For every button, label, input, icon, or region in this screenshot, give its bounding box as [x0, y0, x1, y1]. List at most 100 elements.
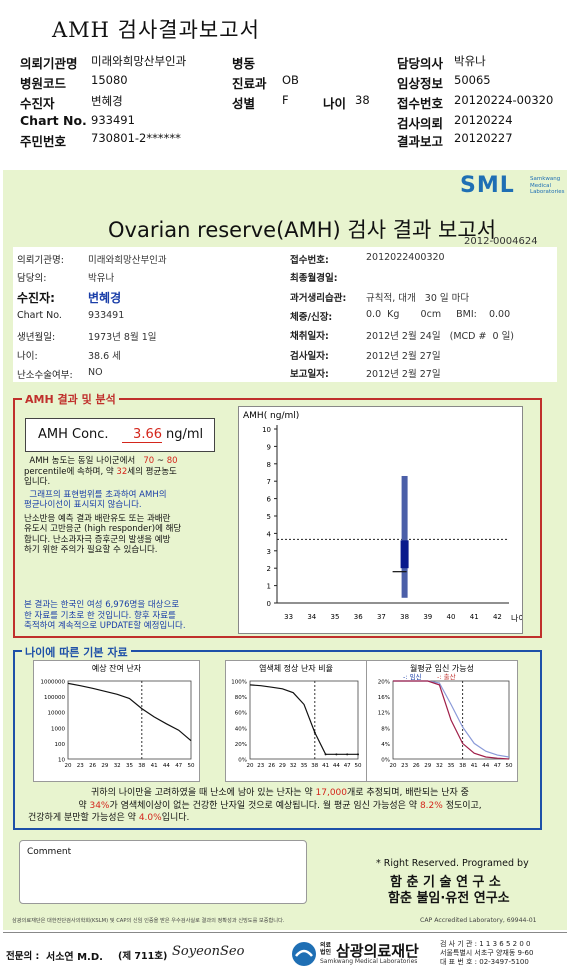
x-tick-label: 38	[311, 763, 318, 769]
data-point	[335, 753, 338, 756]
data-point	[313, 731, 316, 734]
summary-part: 정도이고,	[445, 800, 482, 811]
info-value: 2012년 2월 24일 (MCD # 0 일)	[366, 331, 515, 342]
contact-line: 서울특별시 서초구 양재동 9-60	[440, 949, 534, 957]
x-tick-label: 41	[322, 763, 329, 769]
data-source-note: 본 결과는 한국인 여성 6,976명을 대상으로 한 자료를 기초로 한 것입…	[24, 600, 239, 632]
x-tick-label: 26	[89, 763, 96, 769]
x-tick-label: 29	[424, 763, 431, 769]
header-label: 접수번호	[397, 96, 444, 111]
header-label: Chart No.	[20, 113, 87, 128]
x-tick-label: 29	[101, 763, 108, 769]
info-label: Chart No.	[17, 310, 62, 321]
y-tick-label: 0	[267, 600, 271, 608]
x-tick-label: 36	[354, 613, 363, 621]
x-tick-label: 41	[470, 613, 479, 621]
header-value: 미래와희망산부인과	[91, 54, 187, 68]
y-tick-label: 60%	[235, 711, 247, 717]
note-line: 한 자료를 기초로 한 것입니다. 향후 자료를	[24, 610, 176, 621]
info-value: 2012년 2월 27일	[366, 369, 441, 380]
info-label: 접수번호:	[290, 255, 329, 266]
analysis-line: 평균나이선이 표시되지 않습니다.	[24, 500, 142, 510]
info-value: 박유나	[88, 273, 115, 284]
x-tick-label: 47	[344, 763, 351, 769]
x-tick-label: 41	[471, 763, 478, 769]
header-label: 임상정보	[397, 76, 444, 91]
x-tick-label: 26	[413, 763, 420, 769]
y-tick-label: 8%	[381, 726, 390, 732]
x-tick-label: 38	[459, 763, 466, 769]
header-label: 결과보고	[397, 134, 444, 149]
normal-chromosome-chart-frame: 염색체 정상 난자 비율 100% 80% 60% 40% 20% 0% 20 23 26 29 32…	[225, 660, 367, 782]
y-tick-label: 100	[55, 742, 66, 748]
y-tick-label: 4	[267, 530, 272, 538]
series-line	[393, 680, 510, 760]
analysis-text: AMH 농도는 동일 나이군에서	[29, 456, 136, 466]
plot-frame	[249, 680, 359, 760]
header-label: 나이	[323, 96, 347, 111]
header-value: 박유나	[454, 54, 486, 68]
amh-analysis-text: AMH 농도는 동일 나이군에서 70 ~ 80 percentile에 속하며…	[24, 456, 239, 556]
header-value: 933491	[91, 113, 135, 127]
x-tick-label: 23	[77, 763, 84, 769]
x-axis-label: 나이	[511, 613, 522, 623]
summary-line: 약 34%가 염색체이상이 없는 건강한 난자일 것으로 예상됩니다. 월 평균…	[20, 800, 540, 813]
org-name-2: 함춘 불임·유전 연구소	[388, 891, 510, 906]
logo-sub-line: Laboratories	[530, 189, 565, 195]
y-tick-label: 80%	[235, 695, 247, 701]
y-tick-label: 10	[58, 758, 65, 764]
analysis-line: 합니다. 난소과자극 증후군의 발생을 예방	[24, 534, 171, 545]
analysis-text: ~	[156, 456, 165, 466]
chart-title: 월평균 임신 가능성	[410, 663, 474, 673]
y-tick-label: 20%	[378, 680, 390, 686]
header-value: 730801-2******	[91, 131, 181, 145]
x-tick-label: 32	[290, 763, 297, 769]
comment-label: Comment	[27, 847, 72, 857]
legend-birth: -: 출산	[437, 672, 456, 681]
info-value: 38.6 세	[88, 351, 121, 362]
y-tick-label: 1000000	[41, 680, 66, 686]
summary-text: 귀하의 나이만을 고려하였을 때 난소에 남아 있는 난자는 약 17,000개…	[20, 787, 540, 825]
summary-part: 입니다.	[161, 813, 190, 823]
doctor-label: 전문의 :	[6, 951, 40, 962]
x-tick-label: 47	[494, 763, 501, 769]
pregnancy-chance-chart: 월평균 임신 가능성 20% 16% 12% 8% 4% 0%20 23 26 29 32 35 38 4…	[378, 663, 513, 769]
report-title: Ovarian reserve(AMH) 검사 결과 보고서	[108, 218, 497, 242]
contact-line: 검 사 기 관 : 1 1 3 6 5 2 0 0	[440, 940, 531, 948]
amh-conc-box: AMH Conc. 3.66 ng/ml	[25, 418, 215, 452]
amh-result-box	[13, 398, 542, 638]
x-tick-label: 41	[151, 763, 158, 769]
foundation-contact: 검 사 기 관 : 1 1 3 6 5 2 0 0 서울특별시 서초구 양재동 …	[440, 940, 533, 967]
analysis-line: 난소반응 예측 결과 배란유도 또는 과배란	[24, 513, 171, 524]
header-value: 변혜경	[91, 94, 123, 108]
info-value: 미래와희망산부인과	[88, 255, 167, 266]
cap-accreditation: CAP Accredited Laboratory, 69944-01	[420, 917, 537, 924]
y-tick-label: 12%	[378, 711, 390, 717]
header-value: F	[282, 93, 289, 107]
accreditation-note: 삼광의료재단은 대한진단검사의학회(KSLM) 및 CAP의 신임 인증을 받은…	[12, 918, 285, 924]
sml-logo-subtitle: Samkwang Medical Laboratories	[530, 176, 564, 196]
x-tick-label: 39	[423, 613, 432, 621]
x-tick-label: 47	[175, 763, 182, 769]
foundation-subtitle: Samkwang Medical Laboratories	[320, 958, 418, 965]
x-tick-label: 35	[126, 763, 133, 769]
report-header-title: AMH 검사결과보고서	[52, 18, 260, 42]
interquartile-box	[400, 540, 409, 569]
x-tick-label: 40	[447, 613, 456, 621]
normal-chromosome-chart: 염색체 정상 난자 비율 100% 80% 60% 40% 20% 0%20 23 26 29 32…	[231, 663, 362, 769]
analysis-line: percentile에 속하며, 약 32세의 평균농도	[24, 467, 239, 478]
pregnancy-chance-chart-frame: 월평균 임신 가능성 20% 16% 12% 8% 4% 0% 20 23 26 29 32 35 38 4…	[366, 660, 518, 782]
x-tick-label: 44	[163, 763, 170, 769]
foundation-tag: 의료 법인	[320, 942, 331, 956]
y-tick-label: 8	[267, 461, 271, 469]
header-label: 검사의뢰	[397, 116, 444, 131]
note-line: 본 결과는 한국인 여성 6,976명을 대상으로	[24, 600, 180, 610]
remaining-eggs-chart-frame: 예상 잔여 난자 1000000 100000 10000 1000 100 10 20 23 2…	[33, 660, 200, 782]
info-value: 2012년 2월 27일	[366, 351, 441, 362]
y-tick-label: 3	[267, 548, 271, 556]
x-tick-label: 23	[257, 763, 264, 769]
egg-count: 17,000	[315, 788, 348, 798]
y-tick-label: 40%	[235, 726, 247, 732]
header-label: 의뢰기관명	[20, 56, 78, 71]
